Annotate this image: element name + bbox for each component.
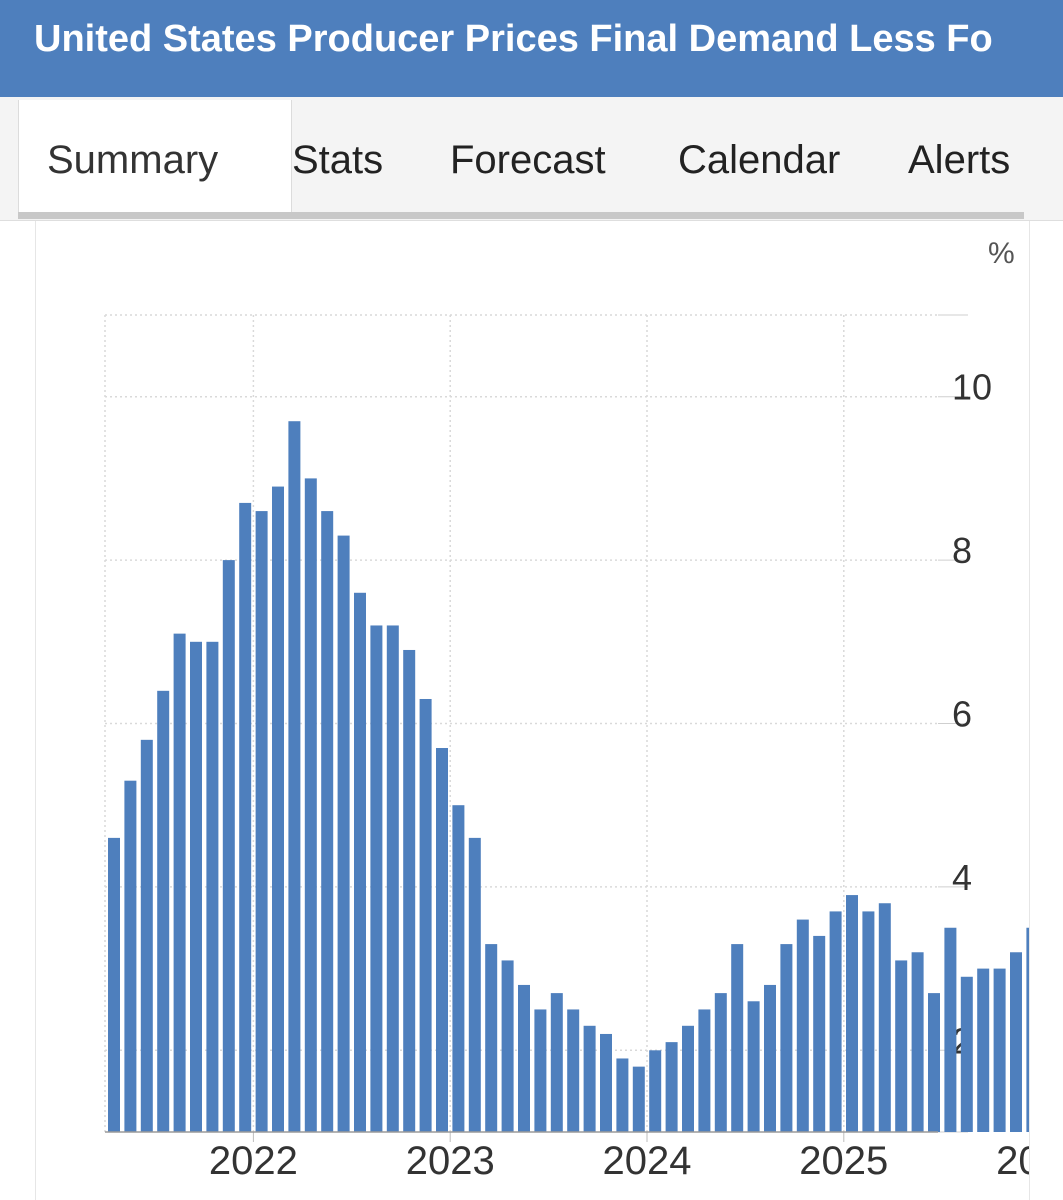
bar: [501, 960, 514, 1132]
bar: [682, 1025, 694, 1132]
bar: [108, 837, 120, 1132]
x-tick-label: 2022: [209, 1139, 298, 1183]
bar: [140, 739, 153, 1132]
bar: [518, 984, 530, 1132]
x-tick-label: 2026: [996, 1139, 1029, 1183]
bar: [878, 903, 891, 1132]
bar: [452, 805, 465, 1132]
bar: [436, 748, 448, 1132]
bar: [468, 837, 481, 1132]
bar: [583, 1025, 596, 1132]
tab-stats[interactable]: Stats: [292, 138, 384, 182]
bar: [386, 625, 399, 1132]
bar: [960, 976, 973, 1132]
bar: [895, 960, 908, 1132]
bar: [173, 633, 186, 1132]
bar: [337, 535, 350, 1132]
bar: [780, 944, 793, 1132]
bar: [928, 993, 940, 1132]
y-tick-label: 8: [952, 530, 972, 571]
bar: [288, 421, 301, 1132]
bar: [190, 641, 202, 1132]
unit-label: %: [988, 237, 1015, 270]
bar: [764, 984, 776, 1132]
bar: [993, 968, 1006, 1132]
bar: [649, 1050, 662, 1132]
bar: [206, 641, 219, 1132]
bar: [222, 560, 235, 1132]
title-bar: United States Producer Prices Final Dema…: [0, 0, 1063, 97]
bar: [813, 935, 826, 1132]
bar: [616, 1058, 629, 1132]
tab-calendar[interactable]: Calendar: [678, 138, 841, 182]
bar: [419, 698, 432, 1132]
bar: [124, 780, 137, 1132]
tab-alerts[interactable]: Alerts: [908, 138, 1011, 182]
bar: [272, 486, 284, 1132]
bar: [944, 927, 957, 1132]
bar: [796, 919, 809, 1132]
bar: [255, 511, 268, 1133]
bar: [354, 592, 366, 1132]
bar: [239, 502, 252, 1132]
bar: [567, 1009, 580, 1132]
chart-panel: % 24681020222023202420252026: [35, 221, 1030, 1200]
bar: [1010, 952, 1022, 1132]
x-tick-label: 2024: [603, 1139, 692, 1183]
bar: [714, 993, 727, 1132]
bar: [534, 1009, 547, 1132]
bar: [1026, 927, 1029, 1132]
bar: [600, 1033, 612, 1132]
bar: [747, 1001, 760, 1132]
x-tick-label: 2023: [406, 1139, 495, 1183]
bar: [403, 649, 416, 1132]
bar: [829, 911, 842, 1132]
bar: [304, 478, 317, 1132]
y-tick-label: 6: [952, 694, 972, 735]
bar: [846, 895, 858, 1132]
y-tick-label: 10: [952, 367, 992, 408]
bar: [698, 1009, 711, 1132]
bar: [485, 944, 498, 1132]
bar: [862, 911, 875, 1132]
bar: [731, 944, 744, 1132]
page-title: United States Producer Prices Final Dema…: [34, 18, 993, 60]
x-tick-label: 2025: [799, 1139, 888, 1183]
bar: [977, 968, 990, 1132]
bar: [157, 690, 170, 1132]
bar: [550, 993, 563, 1132]
tab-summary[interactable]: Summary: [18, 100, 292, 212]
bar: [632, 1066, 645, 1132]
tab-forecast[interactable]: Forecast: [450, 138, 606, 182]
bar: [321, 511, 334, 1133]
bar: [911, 952, 924, 1132]
bar: [370, 625, 383, 1132]
tab-bar: Summary Stats Forecast Calendar Alerts: [18, 100, 1024, 219]
bar: [665, 1042, 678, 1132]
y-tick-label: 4: [952, 857, 972, 898]
bar-chart: 24681020222023202420252026: [104, 314, 1029, 1183]
